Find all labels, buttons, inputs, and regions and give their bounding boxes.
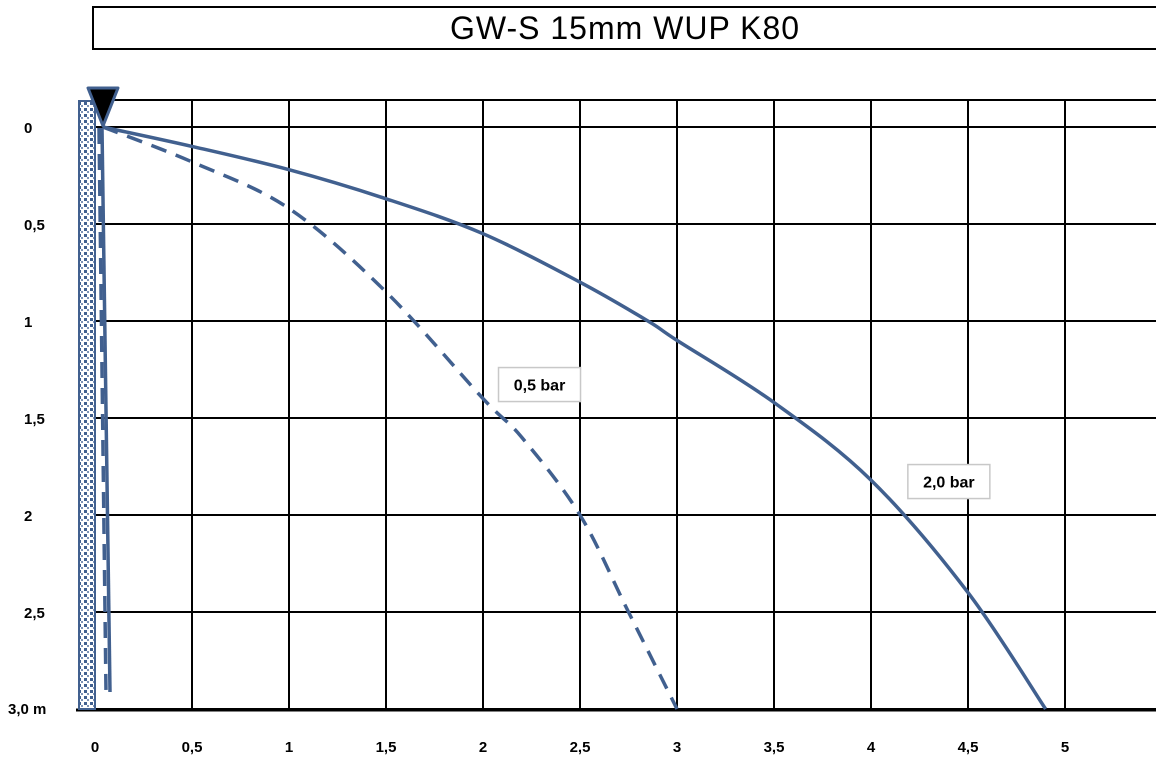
annotation-box [497, 366, 582, 403]
y-tick-label: 1 [24, 314, 32, 331]
series-line-solid [102, 125, 1048, 710]
series-line-dashed [102, 125, 679, 710]
nozzle-marker [86, 86, 120, 128]
x-tick-label: 2 [479, 739, 487, 756]
x-tick-label: 4 [867, 739, 876, 756]
wall-strip [78, 100, 96, 710]
annotation-label: 2,0 bar [923, 475, 975, 492]
x-axis-ticks: 0 0,5 1 1,5 2 2,5 3 3,5 4 4,5 5 [91, 739, 1069, 756]
chart-title: GW-S 15mm WUP K80 [92, 6, 1156, 50]
y-tick-label: 1,5 [24, 411, 45, 428]
nozzle-triangle [86, 86, 120, 128]
y-tick-label: 0,5 [24, 217, 45, 234]
x-tick-label: 5 [1061, 739, 1069, 756]
x-tick-label: 4,5 [958, 739, 979, 756]
x-tick-label: 1 [285, 739, 293, 756]
y-axis-ticks: 0 0,5 1 1,5 2 2,5 3,0 m [8, 120, 46, 718]
annotation-box [907, 463, 991, 500]
y-tick-label: 2,5 [24, 605, 45, 622]
x-tick-label: 0,5 [182, 739, 203, 756]
wall-hatch [78, 100, 96, 710]
annotations: 0,5 bar 2,0 bar [497, 366, 991, 500]
annotation-label: 0,5 bar [514, 378, 566, 395]
wall-dashed-line [97, 127, 108, 693]
x-tick-label: 3 [673, 739, 681, 756]
grid [76, 99, 1156, 712]
x-tick-label: 1,5 [376, 739, 397, 756]
x-tick-label: 2,5 [570, 739, 591, 756]
y-tick-label: 0 [24, 120, 32, 137]
x-tick-label: 3,5 [764, 739, 785, 756]
y-tick-label: 3,0 m [8, 701, 46, 718]
y-tick-label: 2 [24, 508, 32, 525]
series-layer [97, 125, 1048, 710]
x-tick-label: 0 [91, 739, 99, 756]
wall-solid-line [100, 127, 112, 693]
